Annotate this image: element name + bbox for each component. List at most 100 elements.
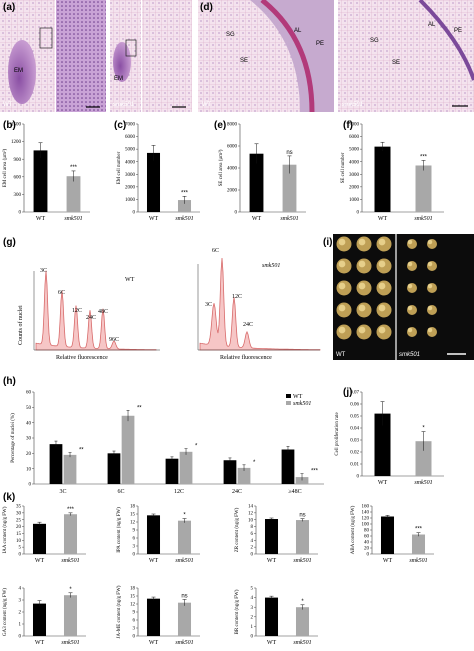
y-tick-label: 1 (251, 625, 254, 630)
y-tick-label: 1 (19, 623, 22, 628)
y-tick-label: 6 (133, 619, 136, 624)
peak-label-96c: 96C (109, 337, 119, 343)
significance-label: ns (181, 593, 187, 599)
histogram-wt-title: WT (125, 277, 135, 283)
x-tick-label: WT (267, 640, 277, 646)
significance-label: * (301, 599, 304, 605)
callus-highlight (378, 326, 386, 334)
bar-WT (32, 523, 47, 554)
panel-letters: (a) (d) (g) (i) (3, 2, 332, 248)
y-tick-label: 80 (364, 529, 370, 534)
y-tick-label: 160 (362, 505, 370, 510)
x-tick-label: WT (35, 640, 45, 646)
y-tick-label: 8 (251, 525, 254, 530)
y-tick-label: 120 (362, 517, 370, 522)
y-tick-label: 0 (251, 553, 254, 558)
significance-label: ns (286, 150, 292, 156)
y-tick-label: 3 (19, 599, 22, 604)
label-pe-wt: PE (316, 41, 324, 47)
y-tick-label: 5 (251, 587, 254, 592)
label-smk501-a: smk501 (113, 102, 134, 108)
y-tick-label: 100 (362, 523, 370, 528)
panel-label-k1: (k) (3, 492, 15, 503)
significance-label: ** (79, 448, 84, 454)
y-tick-label: 40 (26, 421, 32, 426)
label-smk501-d: smk501 (342, 102, 363, 108)
bar-WT (33, 150, 48, 212)
peak-label-mut-6c: 6C (212, 248, 219, 254)
y-tick-label: 6000 (349, 135, 360, 140)
bar-smk501 (177, 200, 192, 212)
callus-highlight (358, 326, 366, 334)
callus-highlight (358, 238, 366, 246)
bar-WT (146, 515, 161, 554)
label-se-mut: SE (392, 60, 400, 66)
y-tick-label: 3 (133, 627, 136, 632)
label-pe-mut: PE (454, 28, 462, 34)
peak-label-48c: 48C (98, 309, 108, 315)
callus-highlight (407, 261, 413, 267)
y-tick-label: 0 (251, 635, 254, 640)
callus-highlight (358, 304, 366, 312)
bar-smk501 (177, 520, 192, 554)
callus-highlight (338, 260, 346, 268)
y-tick-label: 6 (133, 537, 136, 542)
bar-WT (146, 152, 161, 212)
peak-label-mut-24c: 24C (243, 322, 253, 328)
y-tick-label: 300 (14, 193, 22, 198)
panel-label-e: (e) (214, 120, 226, 131)
x-tick-label: smk501 (293, 640, 311, 646)
callus-highlight (427, 283, 433, 289)
y-tick-label: 0 (29, 483, 32, 488)
y-axis-title-j: Cell proliferation rate (335, 412, 340, 456)
histogram-mut: smk501 6C 3C 12C 24C Relative fluorescen… (197, 248, 321, 361)
bar-WT-12C (165, 458, 179, 484)
y-tick-label: 2000 (349, 185, 360, 190)
y-tick-label: 15 (130, 595, 136, 600)
panel-i-photo (333, 234, 474, 360)
callus-highlight (378, 304, 386, 312)
y-tick-label: 140 (362, 511, 370, 516)
bar-smk501-24C (237, 467, 251, 484)
histogram-mut-title: smk501 (262, 263, 280, 269)
label-sg-mut: SG (370, 38, 379, 44)
callus-highlight (338, 282, 346, 290)
label-al-wt: AL (294, 28, 302, 34)
x-tick-label: WT (378, 480, 388, 486)
y-tick-label: 30 (16, 511, 22, 516)
inset-box-mut (125, 39, 137, 57)
panel-label-b: (b) (3, 120, 16, 131)
bar-WT (380, 516, 395, 554)
y-tick-label: 4 (251, 596, 254, 601)
y-tick-label: 4 (251, 539, 254, 544)
x-tick-label: smk501 (293, 558, 311, 564)
significance-label: *** (181, 190, 189, 196)
histogram-wt: WT 3C 6C 12C 24C 48C 96C Relative fluore… (17, 268, 160, 361)
callus-plate-photo (333, 234, 474, 360)
legend-swatch-WT (286, 394, 291, 398)
y-axis-title-k7: BR content (ng/g FW) (235, 589, 240, 634)
y-tick-label: 3000 (349, 173, 360, 178)
callus-highlight (338, 326, 346, 334)
x-tick-label: WT (267, 558, 277, 564)
embryo-wt (8, 40, 36, 104)
panel-label-d: (d) (200, 2, 213, 13)
histogram-mut-xlabel: Relative fluorescence (220, 354, 272, 361)
y-tick-label: 5000 (349, 148, 360, 153)
y-tick-label: 0 (19, 553, 22, 558)
y-tick-label: 1200 (11, 140, 22, 145)
y-axis-title-f: SE cell number (341, 152, 346, 183)
y-tick-label: 7000 (349, 123, 360, 128)
y-tick-label: 2 (251, 615, 254, 620)
y-tick-label: 30 (26, 437, 32, 442)
label-se-wt: SE (240, 58, 248, 64)
legend-label-WT: WT (293, 394, 303, 400)
significance-label: *** (420, 154, 428, 160)
bar-WT (32, 603, 47, 636)
callus-grid (336, 236, 437, 340)
bar-smk501 (411, 534, 426, 554)
bar-smk501 (295, 520, 310, 554)
bar-WT (264, 597, 279, 636)
x-tick-label: WT (35, 558, 45, 564)
y-tick-label: 12 (248, 511, 254, 516)
